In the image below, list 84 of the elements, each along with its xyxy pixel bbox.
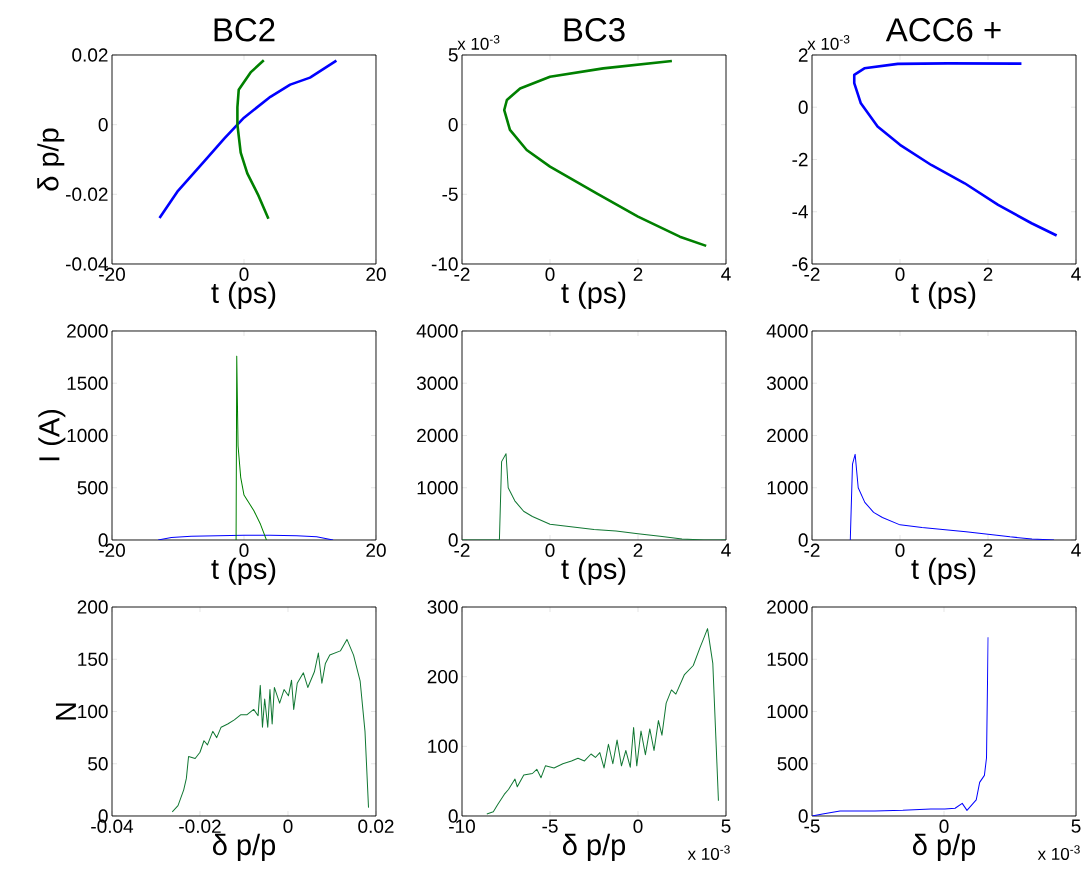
x-tick-label: 4 bbox=[1071, 543, 1081, 557]
chart-title: BC3 bbox=[564, 18, 625, 42]
x-tick-label: 4 bbox=[1071, 267, 1081, 281]
x-tick-label: 5 bbox=[721, 819, 731, 833]
line-series bbox=[236, 58, 270, 221]
x-tick-label: 2 bbox=[633, 543, 643, 557]
x-axis-title: t (ps) bbox=[561, 281, 626, 309]
y-tick-label: 1500 bbox=[67, 376, 108, 390]
y-axis-title: I (A) bbox=[38, 409, 66, 461]
y-axis-title: δ p/p bbox=[37, 128, 65, 191]
x-tick-label: 0 bbox=[895, 267, 905, 281]
y-tick-label: -4 bbox=[792, 205, 808, 219]
x-tick-label: 0 bbox=[283, 819, 293, 833]
y-tick-label: 0.02 bbox=[72, 48, 108, 62]
x-tick-label: 2 bbox=[633, 267, 643, 281]
y-tick-label: 2 bbox=[798, 48, 808, 62]
x-tick-label: 2 bbox=[983, 543, 993, 557]
y-tick-label: 100 bbox=[78, 704, 108, 719]
y-tick-label: -2 bbox=[792, 152, 808, 167]
y-tick-label: 1000 bbox=[767, 481, 808, 495]
x-axis-title: t (ps) bbox=[911, 281, 976, 309]
x-tick-label: -5 bbox=[542, 819, 558, 833]
y-tick-label: 100 bbox=[428, 739, 458, 754]
x-tick-label: 5 bbox=[1071, 819, 1081, 833]
y-tick-label: 1500 bbox=[767, 652, 808, 666]
y-tick-label: 1000 bbox=[67, 428, 108, 443]
x-tick-label: 0 bbox=[239, 267, 249, 281]
y-tick-label: 150 bbox=[78, 652, 108, 666]
y-tick-label: 0 bbox=[98, 117, 108, 132]
y-tick-label: 1000 bbox=[767, 704, 808, 719]
y-axis-title: N bbox=[55, 703, 76, 720]
x-tick-label: 0 bbox=[939, 819, 949, 833]
y-tick-label: 300 bbox=[427, 600, 458, 614]
x-tick-label: 0 bbox=[633, 819, 643, 833]
x-tick-label: 4 bbox=[721, 267, 731, 281]
y-tick-label: 2000 bbox=[767, 428, 808, 443]
line-series bbox=[158, 59, 338, 220]
x-tick-label: -0.02 bbox=[179, 819, 221, 833]
x-axis-title: δ p/p bbox=[912, 833, 976, 861]
x-axis-title: t (ps) bbox=[561, 557, 626, 585]
line-series bbox=[852, 62, 1058, 237]
y-tick-label: 4000 bbox=[766, 324, 808, 338]
x-tick-label: 0.02 bbox=[358, 819, 394, 833]
line-series bbox=[502, 59, 708, 248]
text: x 10$^{-3}$ bbox=[457, 35, 500, 50]
x-tick-label: 20 bbox=[366, 543, 386, 557]
y-tick-label: 0 bbox=[448, 117, 458, 132]
line-series bbox=[171, 638, 370, 813]
x-axis-title: t (ps) bbox=[911, 557, 976, 585]
line-series bbox=[235, 355, 267, 540]
x-tick-label: 4 bbox=[721, 543, 731, 557]
y-tick-label: -0.02 bbox=[66, 187, 108, 202]
y-tick-label: 5 bbox=[448, 48, 458, 62]
line-series bbox=[812, 636, 989, 816]
line-series bbox=[486, 628, 719, 815]
x-axis-title: t (ps) bbox=[211, 557, 276, 585]
x-tick-label: 0 bbox=[239, 543, 249, 557]
text: x 10$^{-3}$ bbox=[1037, 845, 1080, 860]
y-tick-label: 2000 bbox=[67, 324, 108, 338]
x-axis-title: t (ps) bbox=[211, 281, 276, 309]
x-tick-label: 2 bbox=[983, 267, 993, 281]
y-tick-label: 200 bbox=[427, 669, 458, 684]
text: x 10$^{-3}$ bbox=[807, 35, 850, 50]
y-tick-label: 200 bbox=[77, 600, 108, 614]
y-tick-label: 2000 bbox=[417, 428, 458, 443]
text: x 10$^{-3}$ bbox=[687, 845, 730, 860]
chart-title: ACC6 + bbox=[885, 18, 1001, 42]
y-tick-label: 0 bbox=[798, 100, 808, 114]
x-tick-label: 0 bbox=[545, 543, 555, 557]
chart-title: BC2 bbox=[214, 18, 275, 42]
y-tick-label: 4000 bbox=[416, 324, 458, 338]
y-tick-label: -5 bbox=[442, 187, 458, 201]
y-tick-label: 50 bbox=[88, 757, 108, 771]
x-axis-title: δ p/p bbox=[562, 833, 626, 861]
x-axis-title: δ p/p bbox=[212, 833, 276, 861]
x-tick-label: 0 bbox=[895, 543, 905, 557]
x-tick-label: 20 bbox=[366, 267, 386, 281]
x-tick-label: 0 bbox=[545, 267, 555, 281]
y-tick-label: 500 bbox=[77, 481, 108, 495]
y-tick-label: 3000 bbox=[766, 376, 808, 390]
y-tick-label: 2000 bbox=[767, 600, 808, 614]
y-tick-label: 3000 bbox=[416, 376, 458, 390]
y-tick-label: 1000 bbox=[417, 481, 458, 495]
y-tick-label: 500 bbox=[777, 757, 808, 771]
